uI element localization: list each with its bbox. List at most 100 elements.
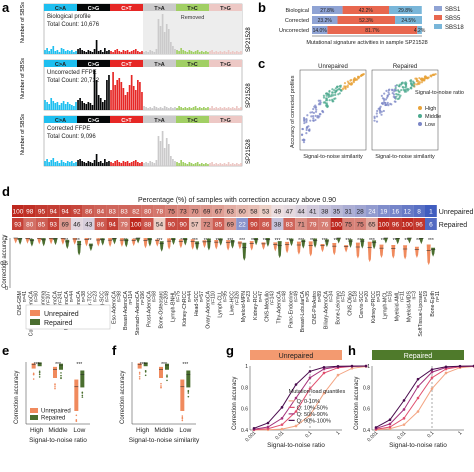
sbs-bar xyxy=(219,163,222,166)
panel-d-heat-cell xyxy=(224,218,237,230)
sbs-header-label: C>T xyxy=(121,62,132,68)
panel-d-heat-cell xyxy=(23,218,36,230)
panel-letter-e: e xyxy=(2,343,9,358)
sbs-bar xyxy=(120,82,123,110)
sbs-bar xyxy=(147,52,149,54)
sbs-bar xyxy=(99,161,102,166)
sbs-bar xyxy=(126,92,129,110)
sbs-bar xyxy=(182,50,185,54)
sbs-bar xyxy=(233,164,236,166)
sbs-bar xyxy=(198,52,201,54)
sbs-bar xyxy=(56,161,59,166)
panel-d-box xyxy=(395,238,400,245)
sbs-bar xyxy=(137,51,139,54)
gG-legend-label: Q: 90%-100% xyxy=(297,418,331,424)
panel-d-heat-value: 22 xyxy=(238,222,246,229)
panel-c-point xyxy=(344,87,347,90)
panel-c-point xyxy=(398,85,401,88)
sbs-bar xyxy=(165,107,168,110)
sbs-bar xyxy=(110,90,112,110)
panel-d-significance: *** xyxy=(334,238,340,244)
panel-d-heat-value: 69 xyxy=(227,222,235,229)
panel-d-category-label: Bone-Epith xyxy=(430,291,436,317)
panel-d-significance: *** xyxy=(168,238,174,244)
panel-d-heat-value: 60 xyxy=(238,209,246,216)
sbs-header-label: T>A xyxy=(154,6,165,12)
panel-d-box xyxy=(242,242,247,261)
sbs-bar xyxy=(167,108,170,110)
panel-d-heat-cell xyxy=(354,205,366,217)
panel-d-heat-value: 73 xyxy=(179,209,187,216)
sbs-bar xyxy=(71,161,73,166)
sbs-bar xyxy=(159,141,162,166)
gF-xlabel: Signal-to-noise similarity xyxy=(129,437,200,444)
profile-total-count: Total Count: 20,712 xyxy=(47,78,100,84)
panel-d-significance: *** xyxy=(239,238,245,244)
sbs-bar xyxy=(190,51,193,54)
sbs-bar xyxy=(153,163,156,166)
panel-c-point xyxy=(396,89,400,92)
panel-d-box xyxy=(108,238,113,248)
sbs-bar xyxy=(180,48,182,54)
panel-d-heat-value: 94 xyxy=(61,209,69,216)
sbs-bar xyxy=(58,105,61,110)
gF-box xyxy=(159,366,163,378)
panel-b-row-label: Uncorrected xyxy=(279,28,309,34)
gE-outlier xyxy=(81,394,84,397)
sbs-bar xyxy=(75,162,77,166)
sbs-bar xyxy=(186,52,189,54)
panel-d-heat-value: 71 xyxy=(297,222,305,229)
sbs-bar xyxy=(203,52,205,54)
sbs-header-label: T>C xyxy=(187,62,198,68)
sbs-bar xyxy=(198,164,201,166)
sbs-bar xyxy=(52,158,55,166)
panel-d-box xyxy=(96,238,101,247)
sbs-bar xyxy=(97,95,100,110)
panel-d-box xyxy=(383,238,388,244)
sbs-bar xyxy=(134,160,137,166)
panel-c-point xyxy=(420,81,424,84)
panel-d-box xyxy=(206,238,211,251)
panel-d-heat-cell xyxy=(189,205,201,217)
panel-d-significance: *** xyxy=(50,238,56,244)
panel-d-heat-value: 84 xyxy=(97,209,105,216)
sbs-bar xyxy=(120,52,123,54)
sbs-bar xyxy=(151,162,154,166)
gG-legend-label: Q: 0-10% xyxy=(297,399,320,405)
removed-label: Removed xyxy=(181,15,205,21)
gE-legend-swatch xyxy=(30,408,38,413)
profile-sample-id: SP21528 xyxy=(246,139,252,164)
sbs-bar xyxy=(163,106,166,110)
sbs-bar xyxy=(236,51,238,54)
panel-d-heat-value: 86 xyxy=(85,209,93,216)
panel-d-heat-cell xyxy=(35,205,48,217)
panel-d-box xyxy=(29,238,34,247)
panel-d-heat-value: 57 xyxy=(191,222,199,229)
panel-d-heat-cell xyxy=(389,218,402,230)
panel-d-category-label: Stomach-AdenoCA xyxy=(135,290,141,335)
panel-d-box xyxy=(277,241,282,259)
gH-series-line xyxy=(375,365,474,428)
sbs-bar xyxy=(229,164,232,166)
panel-d-heat-cell xyxy=(165,218,178,230)
panel-d-heat-value: 38 xyxy=(321,209,329,216)
panel-d-box xyxy=(367,241,372,263)
sbs-bar xyxy=(104,100,106,110)
panel-d-heat-value: 47 xyxy=(286,209,294,216)
panel-d-box xyxy=(143,238,148,249)
sbs-bar xyxy=(143,106,145,110)
panel-c-point xyxy=(314,106,318,109)
panel-c-legend-marker xyxy=(418,106,422,110)
sbs-bar xyxy=(238,108,240,110)
panel-b-segment xyxy=(417,26,422,34)
panel-d-category-label: Myeloid-MDS xyxy=(406,290,412,322)
panel-b-segment xyxy=(389,6,422,14)
sbs-bar xyxy=(213,52,215,54)
panel-d-heat-cell xyxy=(342,218,355,230)
panel-d-significance: *** xyxy=(286,238,292,244)
panel-d-n-label: n=48 xyxy=(105,291,111,302)
panel-c-xlabel: Signal-to-noise similarity xyxy=(375,154,435,160)
sbs-bar xyxy=(122,88,125,110)
sbs-bar xyxy=(139,82,141,110)
sbs-header-label: T>A xyxy=(154,118,165,124)
